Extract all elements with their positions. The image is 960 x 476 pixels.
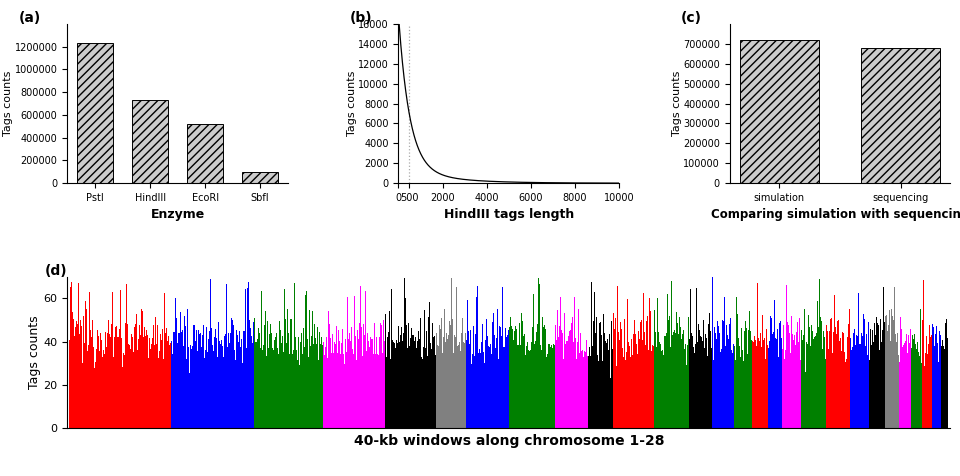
- Bar: [132, 100, 168, 183]
- Y-axis label: Tags counts: Tags counts: [672, 71, 682, 136]
- Bar: [739, 40, 819, 183]
- Text: (d): (d): [45, 265, 68, 278]
- Bar: [77, 43, 113, 183]
- X-axis label: Comparing simulation with sequencing: Comparing simulation with sequencing: [710, 208, 960, 221]
- Y-axis label: Tags counts: Tags counts: [28, 316, 40, 389]
- Bar: [242, 172, 278, 183]
- Text: (a): (a): [18, 11, 41, 25]
- X-axis label: 40-kb windows along chromosome 1-28: 40-kb windows along chromosome 1-28: [353, 434, 664, 448]
- X-axis label: Enzyme: Enzyme: [151, 208, 204, 221]
- Y-axis label: Tags counts: Tags counts: [347, 71, 356, 136]
- Bar: [861, 48, 941, 183]
- Text: (c): (c): [681, 11, 702, 25]
- Text: (b): (b): [349, 11, 372, 25]
- Y-axis label: Tags counts: Tags counts: [3, 71, 13, 136]
- Bar: [187, 124, 223, 183]
- X-axis label: HindIII tags length: HindIII tags length: [444, 208, 574, 221]
